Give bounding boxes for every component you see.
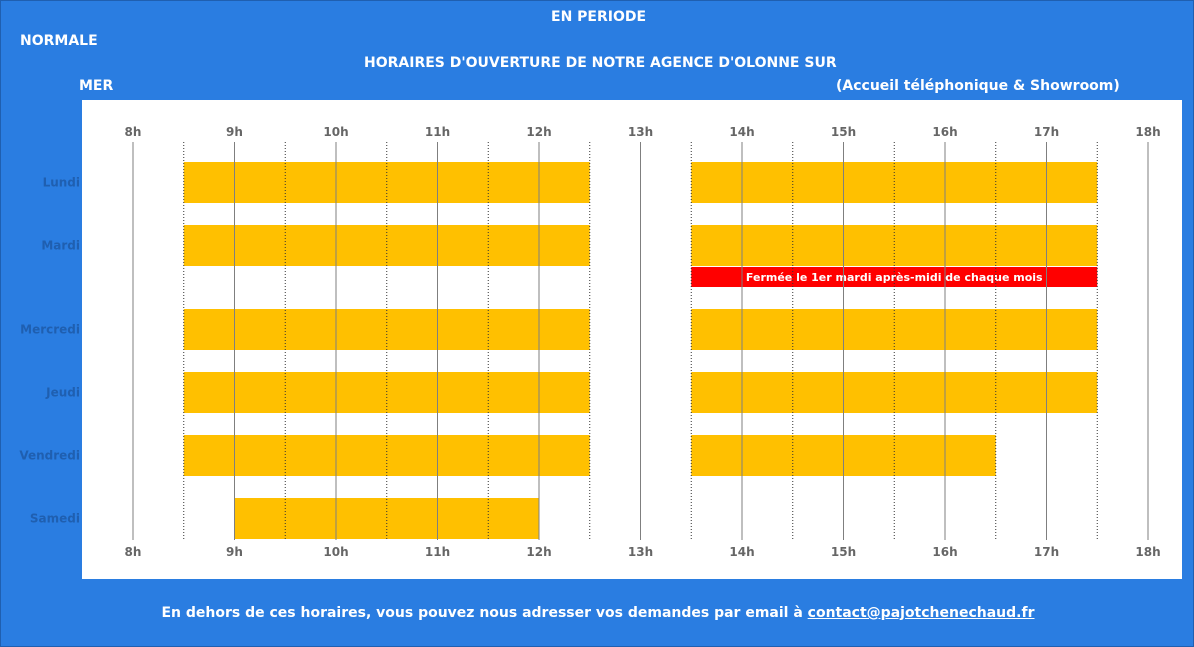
tick-label-bottom-12h: 12h — [526, 545, 551, 559]
tick-label-top-15h: 15h — [831, 125, 856, 139]
tick-label-bottom-18h: 18h — [1135, 545, 1160, 559]
tick-label-bottom-10h: 10h — [323, 545, 348, 559]
day-label-jeudi: Jeudi — [45, 386, 80, 400]
tick-label-top-17h: 17h — [1034, 125, 1059, 139]
tick-label-top-9h: 9h — [226, 125, 243, 139]
subtitle: (Accueil téléphonique & Showroom) — [836, 78, 1120, 94]
tick-label-bottom-8h: 8h — [125, 545, 142, 559]
day-label-mercredi: Mercredi — [20, 323, 80, 337]
day-label-lundi: Lundi — [43, 176, 80, 190]
tick-label-top-8h: 8h — [125, 125, 142, 139]
tick-label-bottom-13h: 13h — [628, 545, 653, 559]
header-line-2: NORMALE — [20, 33, 98, 49]
tick-label-top-10h: 10h — [323, 125, 348, 139]
tick-label-bottom-14h: 14h — [729, 545, 754, 559]
footer-text: En dehors de ces horaires, vous pouvez n… — [161, 605, 808, 621]
tick-label-bottom-16h: 16h — [932, 545, 957, 559]
page-title: HORAIRES D'OUVERTURE DE NOTRE AGENCE D'O… — [364, 55, 837, 71]
schedule-chart-svg: Fermée le 1er mardi après-midi de chaque… — [19, 125, 1160, 559]
tick-label-bottom-15h: 15h — [831, 545, 856, 559]
day-label-mardi: Mardi — [41, 239, 80, 253]
header-line-4: MER — [79, 78, 114, 94]
tick-label-top-18h: 18h — [1135, 125, 1160, 139]
footer: En dehors de ces horaires, vous pouvez n… — [1, 605, 1194, 621]
tick-label-top-16h: 16h — [932, 125, 957, 139]
day-label-vendredi: Vendredi — [19, 449, 80, 463]
contact-email-link[interactable]: contact@pajotchenechaud.fr — [807, 605, 1035, 621]
tick-label-top-11h: 11h — [425, 125, 450, 139]
tick-label-top-12h: 12h — [526, 125, 551, 139]
tick-label-bottom-11h: 11h — [425, 545, 450, 559]
tick-label-bottom-9h: 9h — [226, 545, 243, 559]
tick-label-top-13h: 13h — [628, 125, 653, 139]
tick-label-bottom-17h: 17h — [1034, 545, 1059, 559]
header-line-1: EN PERIODE — [551, 9, 647, 25]
day-label-samedi: Samedi — [30, 512, 80, 526]
tick-label-top-14h: 14h — [729, 125, 754, 139]
schedule-chart: Fermée le 1er mardi après-midi de chaque… — [19, 100, 1182, 579]
